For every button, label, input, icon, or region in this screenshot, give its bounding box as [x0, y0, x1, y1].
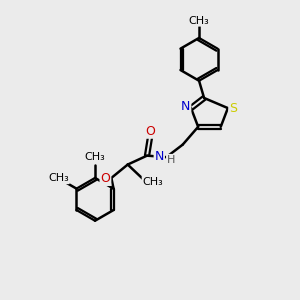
Text: N: N: [181, 100, 190, 113]
Text: CH₃: CH₃: [48, 173, 69, 183]
Text: S: S: [229, 102, 237, 115]
Text: CH₃: CH₃: [189, 16, 209, 26]
Text: CH₃: CH₃: [85, 152, 105, 162]
Text: O: O: [145, 125, 155, 138]
Text: H: H: [167, 155, 175, 165]
Text: O: O: [100, 172, 110, 185]
Text: CH₃: CH₃: [142, 176, 163, 187]
Text: N: N: [154, 150, 164, 163]
